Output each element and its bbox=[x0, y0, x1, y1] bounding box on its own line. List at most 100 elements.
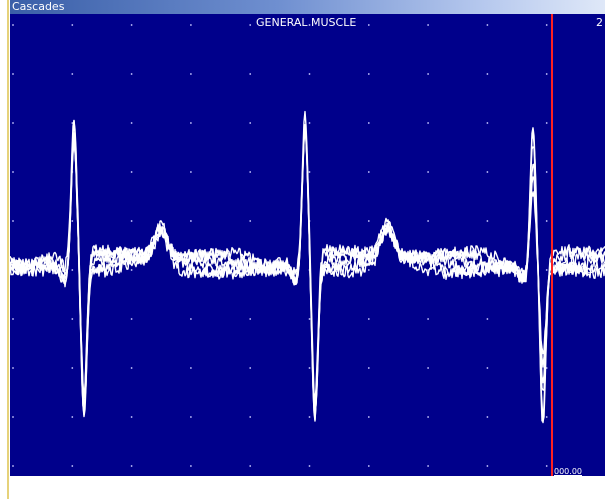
grid-dot bbox=[71, 367, 74, 369]
grid-dot bbox=[190, 24, 192, 26]
grid-dot bbox=[190, 367, 192, 369]
grid-dot bbox=[190, 465, 192, 467]
grid-dot bbox=[545, 465, 548, 467]
grid-dot bbox=[367, 171, 370, 173]
grid-dot bbox=[190, 416, 192, 418]
grid-dot bbox=[249, 416, 252, 418]
grid-dot bbox=[427, 220, 429, 222]
grid-dot bbox=[427, 73, 429, 75]
grid-dot bbox=[71, 465, 74, 467]
grid-dot bbox=[545, 24, 548, 26]
window-title-bar[interactable]: Cascades bbox=[10, 0, 605, 14]
grid-dot bbox=[130, 318, 133, 320]
grid-dot bbox=[130, 24, 133, 26]
grid-dot bbox=[249, 122, 252, 124]
grid-dot bbox=[545, 73, 548, 75]
grid-dot bbox=[12, 416, 14, 418]
grid-dot bbox=[486, 416, 489, 418]
emg-trace bbox=[10, 110, 605, 424]
grid-dot bbox=[249, 318, 252, 320]
grid-dot bbox=[367, 416, 370, 418]
grid-dot bbox=[130, 220, 133, 222]
grid-dot bbox=[486, 24, 489, 26]
grid-dot bbox=[308, 318, 311, 320]
grid-dot bbox=[71, 220, 74, 222]
grid-dot bbox=[367, 318, 370, 320]
grid-dot bbox=[71, 416, 74, 418]
grid-dot bbox=[367, 24, 370, 26]
channel-number: 2 bbox=[596, 16, 603, 29]
left-accent-bar bbox=[7, 0, 9, 499]
grid-dot bbox=[190, 318, 192, 320]
grid-dot bbox=[190, 171, 192, 173]
left-rail bbox=[0, 0, 10, 499]
grid-dot bbox=[367, 220, 370, 222]
grid-dot bbox=[545, 171, 548, 173]
grid-dot bbox=[427, 465, 429, 467]
grid-dot bbox=[427, 367, 429, 369]
grid-dot bbox=[486, 220, 489, 222]
grid-dot bbox=[71, 269, 74, 271]
grid-dot bbox=[71, 24, 74, 26]
grid-dot bbox=[308, 122, 311, 124]
grid-dot bbox=[249, 220, 252, 222]
grid-dot bbox=[249, 465, 252, 467]
grid-dot bbox=[367, 122, 370, 124]
grid-dot bbox=[308, 465, 311, 467]
grid-dot bbox=[130, 73, 133, 75]
bottom-strip bbox=[10, 476, 605, 499]
grid-dot bbox=[12, 220, 14, 222]
grid-dot bbox=[367, 73, 370, 75]
grid-dot bbox=[486, 122, 489, 124]
grid-dot bbox=[249, 24, 252, 26]
grid-dot bbox=[12, 318, 14, 320]
grid-dot bbox=[486, 367, 489, 369]
grid-dot bbox=[486, 171, 489, 173]
grid-dot bbox=[190, 73, 192, 75]
grid-dot bbox=[545, 367, 548, 369]
grid-dot bbox=[12, 73, 14, 75]
grid-dot bbox=[486, 318, 489, 320]
grid-dot bbox=[130, 171, 133, 173]
grid-dot bbox=[308, 171, 311, 173]
grid-dot bbox=[486, 465, 489, 467]
grid-dot bbox=[12, 465, 14, 467]
grid-dot bbox=[12, 367, 14, 369]
grid-dot bbox=[427, 24, 429, 26]
grid-dot bbox=[486, 73, 489, 75]
grid-dot bbox=[130, 269, 133, 271]
grid-dot bbox=[130, 367, 133, 369]
emg-sweep bbox=[10, 110, 605, 401]
amplitude-scale-label: 200µ bbox=[567, 265, 593, 276]
grid-dot bbox=[190, 220, 192, 222]
grid-dot bbox=[545, 269, 548, 271]
window-title: Cascades bbox=[12, 0, 65, 13]
grid-dot bbox=[249, 73, 252, 75]
waveform-canvas bbox=[10, 14, 605, 476]
grid-dot bbox=[130, 465, 133, 467]
grid-dot bbox=[12, 171, 14, 173]
grid-dots bbox=[12, 24, 548, 467]
grid-dot bbox=[308, 24, 311, 26]
grid-dot bbox=[249, 367, 252, 369]
grid-dot bbox=[545, 220, 548, 222]
grid-dot bbox=[367, 367, 370, 369]
grid-dot bbox=[249, 171, 252, 173]
grid-dot bbox=[545, 122, 548, 124]
grid-dot bbox=[367, 465, 370, 467]
grid-dot bbox=[130, 416, 133, 418]
grid-dot bbox=[427, 171, 429, 173]
waveform-display[interactable]: GENERAL MUSCLE 2 200µ 000.00 bbox=[10, 14, 605, 476]
grid-dot bbox=[190, 122, 192, 124]
grid-dot bbox=[130, 122, 133, 124]
grid-dot bbox=[71, 73, 74, 75]
grid-dot bbox=[71, 318, 74, 320]
grid-dot bbox=[427, 416, 429, 418]
grid-dot bbox=[367, 269, 370, 271]
grid-dot bbox=[308, 416, 311, 418]
grid-dot bbox=[308, 367, 311, 369]
grid-dot bbox=[545, 416, 548, 418]
grid-dot bbox=[308, 73, 311, 75]
display-title: GENERAL MUSCLE bbox=[256, 16, 357, 29]
grid-dot bbox=[12, 122, 14, 124]
